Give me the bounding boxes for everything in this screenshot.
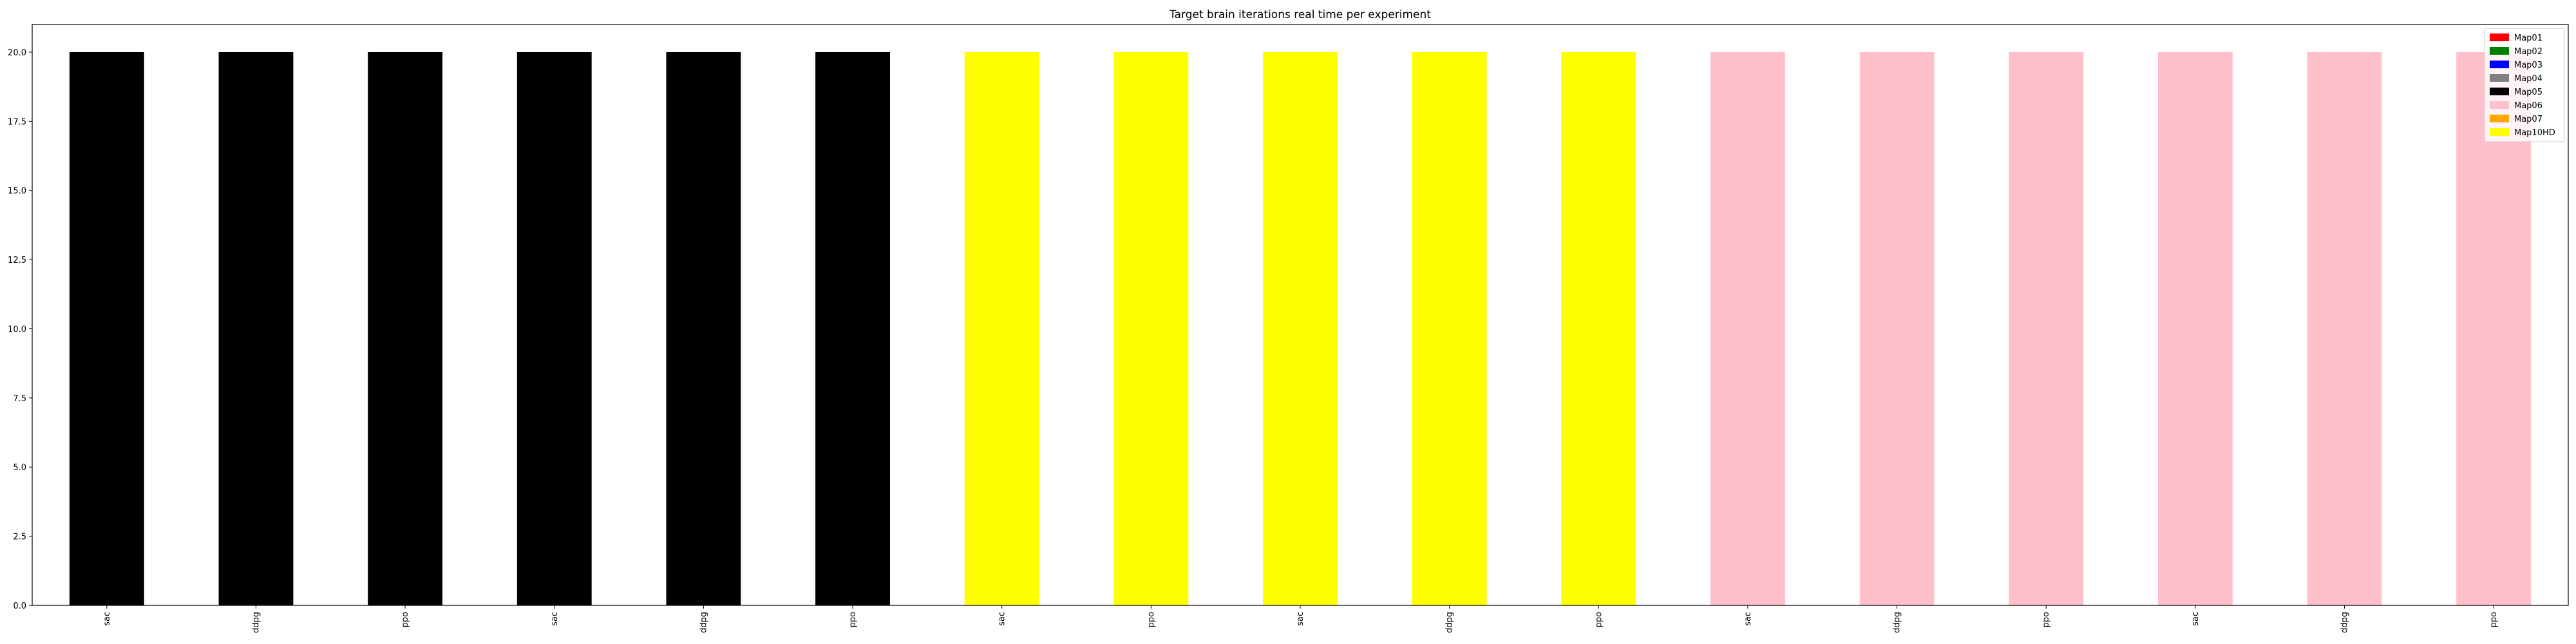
y-tick-label: 12.5 (8, 256, 26, 265)
x-tick-label: ddpg (1893, 612, 1902, 633)
x-tick-label: sac (1296, 612, 1305, 626)
bar (1710, 52, 1785, 605)
legend: Map01 Map02 Map03 Map04 Map05 Map06 Map07 Map10… (2484, 28, 2565, 142)
x-tick-label: ppo (2041, 612, 2051, 628)
chart-title: Target brain iterations real time per ex… (1169, 8, 1431, 21)
x-tick-label: ddpg (1445, 612, 1455, 633)
x-tick-label: ppo (1146, 612, 1156, 628)
x-tick-label: sac (2191, 612, 2201, 626)
x-tick-label: sac (550, 612, 560, 626)
y-tick-label: 17.5 (8, 117, 26, 127)
bar (516, 52, 592, 605)
bar (1859, 52, 1935, 605)
legend-swatch (2490, 88, 2509, 95)
bar (2009, 52, 2084, 605)
legend-label: Map05 (2514, 88, 2543, 97)
y-axis: 0.0 2.5 5.0 7.5 10.0 12.5 15.0 17.5 20.0 (8, 48, 32, 611)
bar (2157, 52, 2233, 605)
bar (1113, 52, 1189, 605)
x-tick-label: ppo (1594, 612, 1604, 628)
x-tick-label: sac (998, 612, 1007, 626)
bar (666, 52, 741, 605)
legend-label: Map03 (2514, 61, 2543, 70)
x-tick-label: ppo (2489, 612, 2499, 628)
bar (1263, 52, 1338, 605)
bars-layer (69, 52, 2532, 605)
x-tick-label: sac (102, 612, 112, 626)
legend-box (2484, 28, 2565, 142)
y-tick-label: 20.0 (8, 48, 26, 58)
bar (2307, 52, 2382, 605)
x-tick-label: sac (1743, 612, 1753, 626)
y-tick-label: 10.0 (8, 325, 26, 334)
legend-label: Map07 (2514, 115, 2543, 124)
x-tick-label: ddpg (2340, 612, 2350, 633)
x-tick-label: ppo (848, 612, 858, 628)
bar (368, 52, 443, 605)
y-tick-label: 7.5 (13, 394, 26, 404)
x-tick-label: ddpg (251, 612, 261, 633)
y-tick-label: 0.0 (13, 601, 26, 611)
bar (2456, 52, 2532, 605)
legend-swatch (2490, 74, 2509, 82)
legend-swatch (2490, 101, 2509, 109)
bar (815, 52, 890, 605)
y-tick-label: 2.5 (13, 533, 26, 542)
legend-label: Map02 (2514, 47, 2543, 57)
legend-swatch (2490, 33, 2509, 41)
x-axis: sac ddpg ppo sac ddpg ppo sac ppo sac ddpg ppo sac d… (102, 605, 2499, 633)
legend-swatch (2490, 61, 2509, 68)
y-tick-label: 15.0 (8, 187, 26, 196)
legend-label: Map01 (2514, 33, 2543, 43)
legend-swatch (2490, 115, 2509, 122)
bar (1561, 52, 1636, 605)
plot-frame (32, 24, 2569, 606)
y-tick-label: 5.0 (13, 463, 26, 473)
legend-label: Map04 (2514, 74, 2543, 84)
x-tick-label: ddpg (699, 612, 708, 633)
bar (1412, 52, 1487, 605)
legend-label: Map06 (2514, 101, 2543, 111)
bar (218, 52, 294, 605)
legend-label: Map10HD (2514, 128, 2555, 138)
x-tick-label: ppo (401, 612, 410, 628)
legend-swatch (2490, 128, 2509, 136)
legend-swatch (2490, 47, 2509, 55)
bar (964, 52, 1039, 605)
bar (69, 52, 144, 605)
